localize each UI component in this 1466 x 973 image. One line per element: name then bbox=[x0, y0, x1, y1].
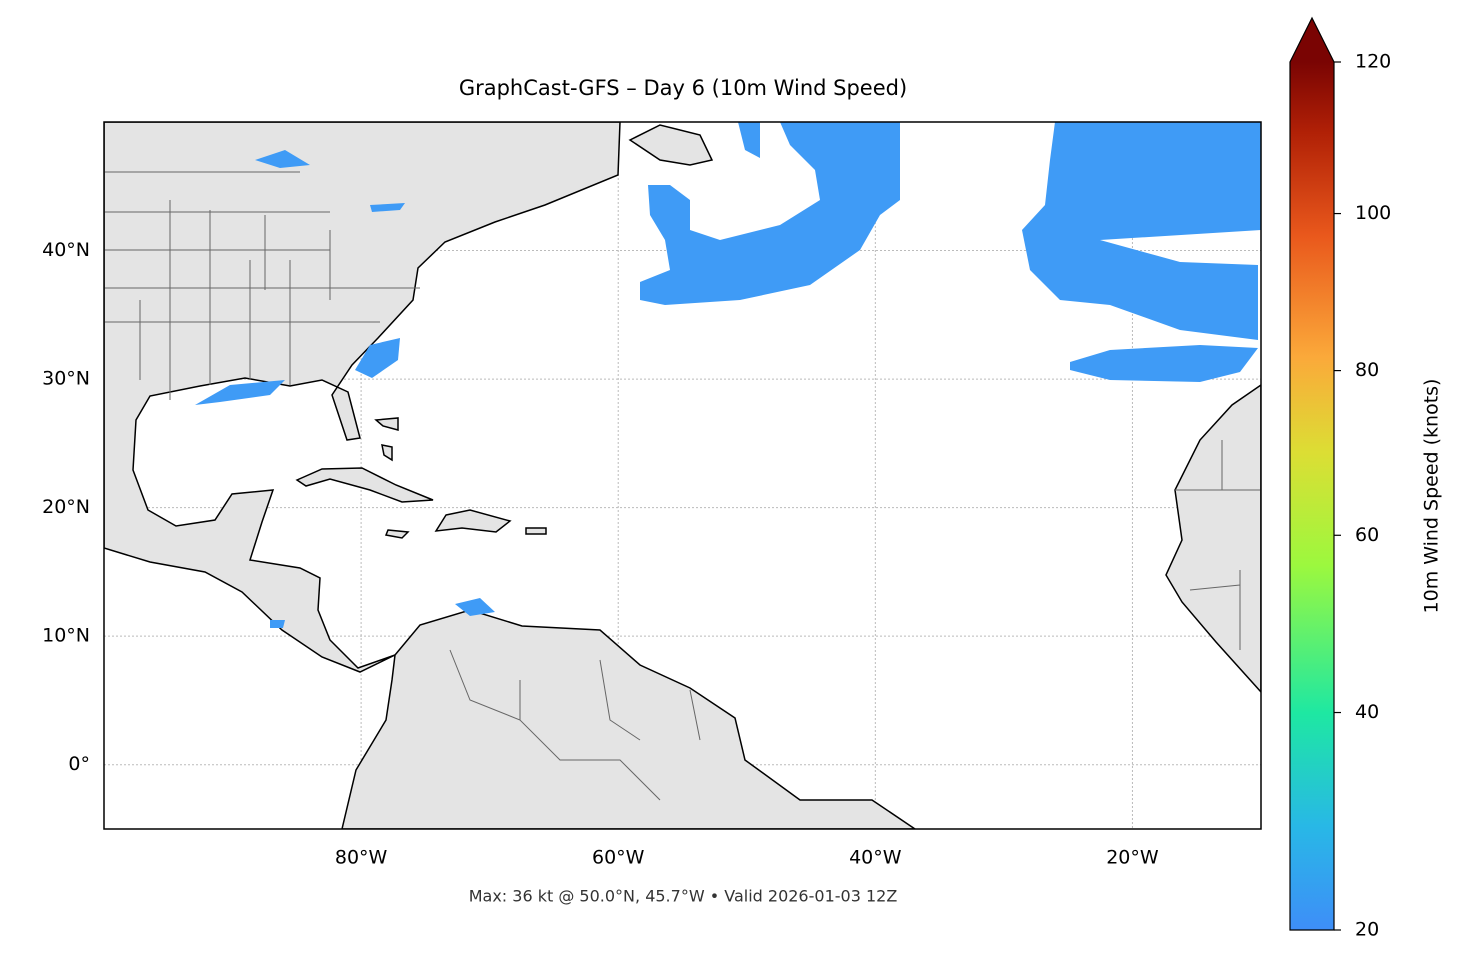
colorbar-tick-label: 120 bbox=[1355, 51, 1391, 73]
map-area bbox=[104, 122, 1261, 829]
map-frame bbox=[103, 121, 1262, 830]
colorbar-frame bbox=[1289, 16, 1335, 931]
colorbar-ticks: 20 40 60 80 100 120 bbox=[1334, 51, 1391, 941]
colorbar-extend bbox=[1290, 18, 1334, 62]
colorbar-label: 10m Wind Speed (knots) bbox=[1421, 379, 1443, 614]
wind-field bbox=[1070, 345, 1258, 382]
lon-label: 60°W bbox=[592, 847, 645, 869]
cuba bbox=[295, 467, 434, 503]
lat-label: 10°N bbox=[42, 625, 90, 647]
colorbar-tick-label: 100 bbox=[1355, 202, 1391, 224]
jamaica bbox=[384, 529, 410, 539]
lat-label: 20°N bbox=[42, 496, 90, 518]
wind-field bbox=[738, 122, 760, 158]
colorbar-tick-label: 20 bbox=[1355, 919, 1379, 941]
bahamas bbox=[374, 417, 399, 462]
south-america bbox=[341, 609, 917, 829]
wind-field bbox=[1022, 122, 1261, 340]
axis-labels: 80°W 60°W 40°W 20°W 40°N 30°N 20°N 10°N 0° bbox=[42, 239, 1159, 868]
wind-field bbox=[355, 338, 400, 378]
lat-label: 40°N bbox=[42, 239, 90, 261]
lon-label: 20°W bbox=[1106, 847, 1159, 869]
colorbar bbox=[1290, 62, 1334, 930]
footer: Max: 36 kt @ 50.0°N, 45.7°W • Valid 2026… bbox=[469, 887, 898, 906]
borders bbox=[104, 171, 1261, 801]
wind-field bbox=[195, 380, 285, 405]
map-title: GraphCast-GFS – Day 6 (10m Wind Speed) bbox=[459, 76, 907, 100]
lon-label: 80°W bbox=[335, 847, 388, 869]
wind-field bbox=[640, 122, 900, 305]
lon-label: 40°W bbox=[849, 847, 902, 869]
africa bbox=[1165, 384, 1261, 694]
colorbar-tick-label: 60 bbox=[1355, 524, 1379, 546]
colorbar-tick-label: 80 bbox=[1355, 359, 1379, 381]
newfoundland bbox=[628, 124, 714, 166]
north-america bbox=[104, 122, 621, 673]
colorbar-tick-label: 40 bbox=[1355, 701, 1379, 723]
hispaniola bbox=[434, 509, 512, 533]
lat-label: 30°N bbox=[42, 368, 90, 390]
puerto-rico bbox=[525, 527, 547, 535]
lat-label: 0° bbox=[68, 753, 90, 775]
